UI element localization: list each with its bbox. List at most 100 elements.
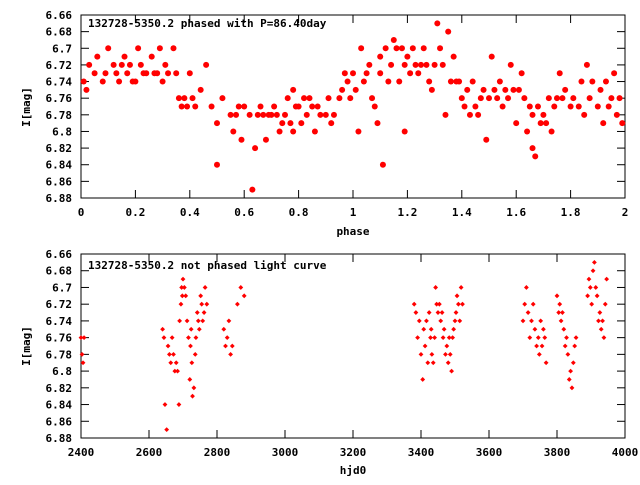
data-point — [360, 78, 367, 85]
chart-title: 132728-5350.2 phased with P=86.40day — [88, 17, 327, 30]
data-point — [110, 61, 117, 68]
y-tick-label: 6.7 — [52, 281, 72, 294]
data-point — [202, 285, 208, 290]
data-point — [431, 61, 438, 68]
data-point — [559, 95, 566, 102]
data-point — [529, 318, 534, 324]
data-point — [377, 70, 384, 77]
data-point — [301, 95, 308, 102]
data-point — [532, 326, 538, 332]
data-point — [515, 86, 522, 93]
data-point — [407, 70, 414, 77]
data-point — [176, 402, 182, 407]
data-point — [352, 86, 359, 93]
data-point — [428, 335, 433, 341]
data-point — [439, 61, 446, 68]
data-point — [172, 368, 178, 374]
data-point — [538, 318, 544, 324]
data-point — [262, 136, 269, 143]
data-point — [526, 103, 533, 110]
x-tick-label: 2600 — [136, 446, 163, 459]
data-point — [460, 301, 465, 307]
data-point — [175, 95, 182, 102]
data-point — [181, 95, 188, 102]
y-tick-label: 6.74 — [46, 315, 73, 328]
data-point — [480, 86, 487, 93]
x-tick-label: 0.4 — [180, 206, 200, 219]
data-point — [592, 259, 597, 265]
data-point — [578, 78, 585, 85]
data-point — [208, 103, 215, 110]
data-point — [423, 61, 430, 68]
data-point — [190, 393, 195, 399]
x-axis-title: phase — [336, 225, 369, 238]
data-point — [184, 103, 191, 110]
data-point — [290, 128, 297, 135]
data-point — [271, 103, 278, 110]
data-point — [194, 310, 200, 315]
data-point — [366, 61, 373, 68]
data-point — [568, 368, 573, 374]
data-point — [429, 351, 435, 357]
data-point — [570, 360, 576, 366]
data-point — [572, 343, 578, 349]
data-point — [446, 335, 452, 341]
data-point — [78, 335, 84, 341]
data-point — [317, 111, 324, 118]
x-tick-label: 2 — [622, 206, 629, 219]
data-point — [520, 318, 526, 324]
data-point — [457, 318, 463, 324]
data-point — [452, 318, 458, 324]
data-point — [529, 145, 536, 152]
data-point — [472, 103, 479, 110]
data-point — [444, 343, 450, 349]
data-point — [475, 111, 482, 118]
data-point — [432, 335, 437, 341]
data-point — [536, 351, 542, 357]
y-tick-label: 6.74 — [46, 76, 73, 89]
data-point — [422, 343, 428, 349]
y-tick-label: 6.66 — [46, 248, 73, 261]
data-point — [586, 95, 593, 102]
data-point — [192, 103, 199, 110]
data-point — [597, 310, 603, 315]
data-point — [540, 111, 547, 118]
data-point — [159, 78, 166, 85]
data-point — [188, 326, 194, 332]
data-point — [421, 326, 427, 332]
data-point — [596, 318, 601, 324]
data-point — [99, 78, 106, 85]
data-point — [347, 95, 354, 102]
y-tick-label: 6.86 — [46, 415, 73, 428]
data-point — [434, 301, 440, 307]
data-point — [167, 351, 172, 357]
data-point — [554, 95, 560, 102]
data-point — [469, 78, 476, 85]
data-point — [524, 128, 531, 135]
data-point — [390, 36, 397, 43]
x-tick-label: 3800 — [544, 446, 571, 459]
data-point — [477, 95, 484, 102]
data-point — [303, 111, 310, 118]
data-point — [171, 351, 176, 357]
data-point — [214, 161, 220, 168]
data-point — [195, 318, 201, 324]
data-point — [223, 343, 228, 349]
data-point — [121, 53, 128, 60]
data-point — [589, 301, 595, 307]
data-point — [522, 301, 528, 307]
y-tick-label: 6.78 — [46, 348, 73, 361]
data-point — [257, 103, 264, 110]
data-point — [230, 128, 237, 135]
y-tick-label: 6.86 — [46, 175, 73, 188]
data-point — [201, 310, 207, 315]
data-point — [518, 70, 525, 77]
data-point — [415, 335, 420, 341]
y-tick-label: 6.66 — [46, 9, 73, 22]
data-point — [430, 360, 436, 366]
data-point — [173, 70, 180, 77]
data-point — [168, 360, 174, 366]
data-point — [590, 268, 596, 274]
data-point — [558, 318, 564, 324]
data-point — [608, 95, 615, 102]
